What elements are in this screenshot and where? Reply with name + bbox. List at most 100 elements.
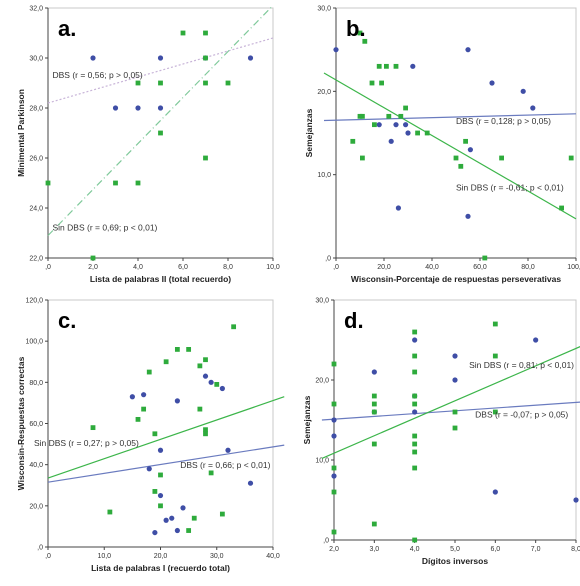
chart-b-point-sin-dbs	[350, 138, 356, 144]
chart-c-point-dbs	[169, 515, 175, 521]
chart-b-y-tick-label: 20,0	[317, 89, 331, 96]
chart-b-point-sin-dbs	[499, 155, 504, 161]
chart-b-point-dbs	[393, 122, 399, 128]
chart-c-point-dbs	[180, 505, 186, 511]
chart-c-point-sin-dbs	[141, 406, 147, 412]
chart-c-plot-area	[47, 299, 274, 548]
chart-d-point-dbs	[371, 369, 377, 375]
chart-d-x-tick-label: 7,0	[531, 546, 541, 553]
chart-c-point-dbs	[157, 447, 164, 453]
chart-a-fit-line-dbs	[47, 37, 274, 104]
chart-c-point-sin-dbs	[152, 431, 158, 437]
chart-c-point-sin-dbs	[186, 347, 192, 352]
chart-a-x-tick-label: ,0	[45, 264, 51, 271]
chart-c-y-tick-label: ,0	[37, 545, 43, 552]
chart-b-svg: ,0 20,0 40,0 60,0 80,0 100,0 ,0 10,0 20,0 30,0 DBS…	[304, 6, 580, 285]
chart-a-point-sin-dbs	[113, 180, 118, 186]
chart-d-point-dbs	[412, 337, 418, 343]
chart-d-point-sin-dbs	[371, 441, 377, 447]
chart-d-point-dbs	[573, 497, 579, 503]
chart-b-point-dbs	[403, 122, 409, 128]
chart-d-point-sin-dbs	[331, 529, 337, 535]
chart-b-point-dbs	[405, 130, 411, 136]
chart-c-point-dbs	[247, 480, 254, 486]
chart-d-x-tick-label: 8,0	[571, 546, 580, 553]
chart-d-point-sin-dbs	[331, 361, 337, 367]
chart-c-point-sin-dbs	[203, 357, 208, 363]
chart-c-point-dbs	[141, 392, 147, 398]
chart-c-x-tick-label: 10,0	[97, 553, 111, 560]
chart-c-y-tick-label: 20,0	[29, 503, 43, 510]
chart-c-point-sin-dbs	[214, 381, 220, 387]
chart-d-fit-line-sin-dbs	[321, 346, 580, 459]
chart-d-point-sin-dbs	[412, 401, 418, 407]
chart-a-point-sin-dbs	[135, 180, 141, 186]
chart-d-point-sin-dbs	[331, 489, 337, 495]
chart-b-fit-line-sin-dbs	[323, 72, 577, 220]
chart-b-x-tick-label: ,0	[333, 264, 339, 271]
chart-panel-c: ,0 10,0 20,0 30,0 40,0 ,0 20,0 40,0 60,0 80,0 100,…	[0, 290, 290, 581]
chart-panel-a: ,0 2,0 4,0 6,0 8,0 10,0 22,0 24,0 26,0 28,0 30,0 32…	[0, 0, 290, 290]
chart-b-x-tick-label: 20,0	[377, 264, 391, 271]
chart-d-point-sin-dbs	[331, 401, 337, 407]
chart-c-point-sin-dbs	[203, 431, 208, 437]
chart-d-point-sin-dbs	[371, 521, 377, 527]
chart-c-point-sin-dbs	[231, 324, 237, 330]
chart-b-point-sin-dbs	[453, 155, 459, 161]
chart-b-point-sin-dbs	[559, 205, 564, 211]
chart-c-point-dbs	[157, 492, 164, 499]
chart-a-y-tick-label: 24,0	[29, 206, 43, 213]
chart-d-point-sin-dbs	[412, 369, 418, 375]
chart-d-point-sin-dbs	[331, 465, 337, 471]
chart-c-point-dbs	[163, 517, 169, 523]
chart-b-annotation: DBS (r = 0,128; p > 0,05)	[456, 116, 551, 126]
chart-a-y-tick-label: 28,0	[29, 106, 43, 113]
chart-b-x-tick-label: 60,0	[473, 264, 487, 271]
chart-c-point-sin-dbs	[90, 425, 96, 431]
chart-b-point-sin-dbs	[393, 63, 399, 69]
chart-c-svg: ,0 10,0 20,0 30,0 40,0 ,0 20,0 40,0 60,0 80,0 100,…	[16, 298, 285, 573]
chart-d-point-dbs	[452, 377, 458, 383]
chart-d-panel-letter: d.	[344, 308, 364, 333]
chart-c-x-tick-label: 20,0	[154, 553, 168, 560]
chart-c-point-dbs	[174, 398, 180, 404]
chart-d-x-tick-label: 4,0	[410, 546, 420, 553]
chart-a-point-dbs	[157, 55, 164, 61]
chart-d-point-sin-dbs	[412, 353, 418, 359]
chart-c-point-sin-dbs	[158, 503, 163, 509]
chart-a-panel-letter: a.	[58, 16, 76, 41]
chart-a-svg: ,0 2,0 4,0 6,0 8,0 10,0 22,0 24,0 26,0 28,0 30,0 32…	[16, 5, 280, 284]
chart-c-point-dbs	[202, 373, 209, 379]
chart-d-point-dbs	[331, 433, 337, 439]
chart-c-point-sin-dbs	[174, 347, 180, 352]
chart-b-point-sin-dbs	[424, 130, 430, 136]
chart-c-fit-line-sin-dbs	[47, 396, 285, 479]
chart-b-point-sin-dbs	[376, 63, 382, 69]
chart-b-point-dbs	[333, 47, 339, 53]
chart-a-y-tick-label: 26,0	[29, 156, 43, 163]
chart-d-point-sin-dbs	[492, 321, 498, 327]
chart-b-y-tick-label: ,0	[325, 256, 331, 263]
chart-b-point-dbs	[395, 205, 401, 211]
chart-d-x-tick-label: 2,0	[329, 546, 339, 553]
chart-d-point-dbs	[533, 337, 539, 343]
chart-b-point-dbs	[465, 47, 471, 53]
chart-d-point-sin-dbs	[412, 329, 418, 335]
chart-a-point-sin-dbs	[203, 55, 208, 61]
chart-d-point-sin-dbs	[492, 353, 498, 359]
chart-b-point-sin-dbs	[357, 30, 363, 36]
chart-b-point-sin-dbs	[360, 155, 365, 161]
chart-d-y-tick-label: 30,0	[315, 298, 329, 305]
chart-a-point-sin-dbs	[45, 180, 51, 186]
chart-a-x-tick-label: 4,0	[133, 264, 143, 271]
chart-a-point-dbs	[90, 55, 96, 61]
chart-b-y-tick-label: 10,0	[317, 172, 331, 179]
chart-d-point-sin-dbs	[371, 393, 377, 399]
chart-c-point-dbs	[219, 385, 225, 392]
chart-c-point-dbs	[146, 466, 152, 472]
chart-a-point-dbs	[112, 105, 119, 111]
chart-b-annotation: Sin DBS (r = -0,61; p < 0,01)	[456, 183, 564, 193]
chart-d-point-sin-dbs	[412, 441, 418, 447]
chart-a-point-sin-dbs	[135, 80, 141, 86]
chart-b-point-dbs	[410, 63, 416, 69]
